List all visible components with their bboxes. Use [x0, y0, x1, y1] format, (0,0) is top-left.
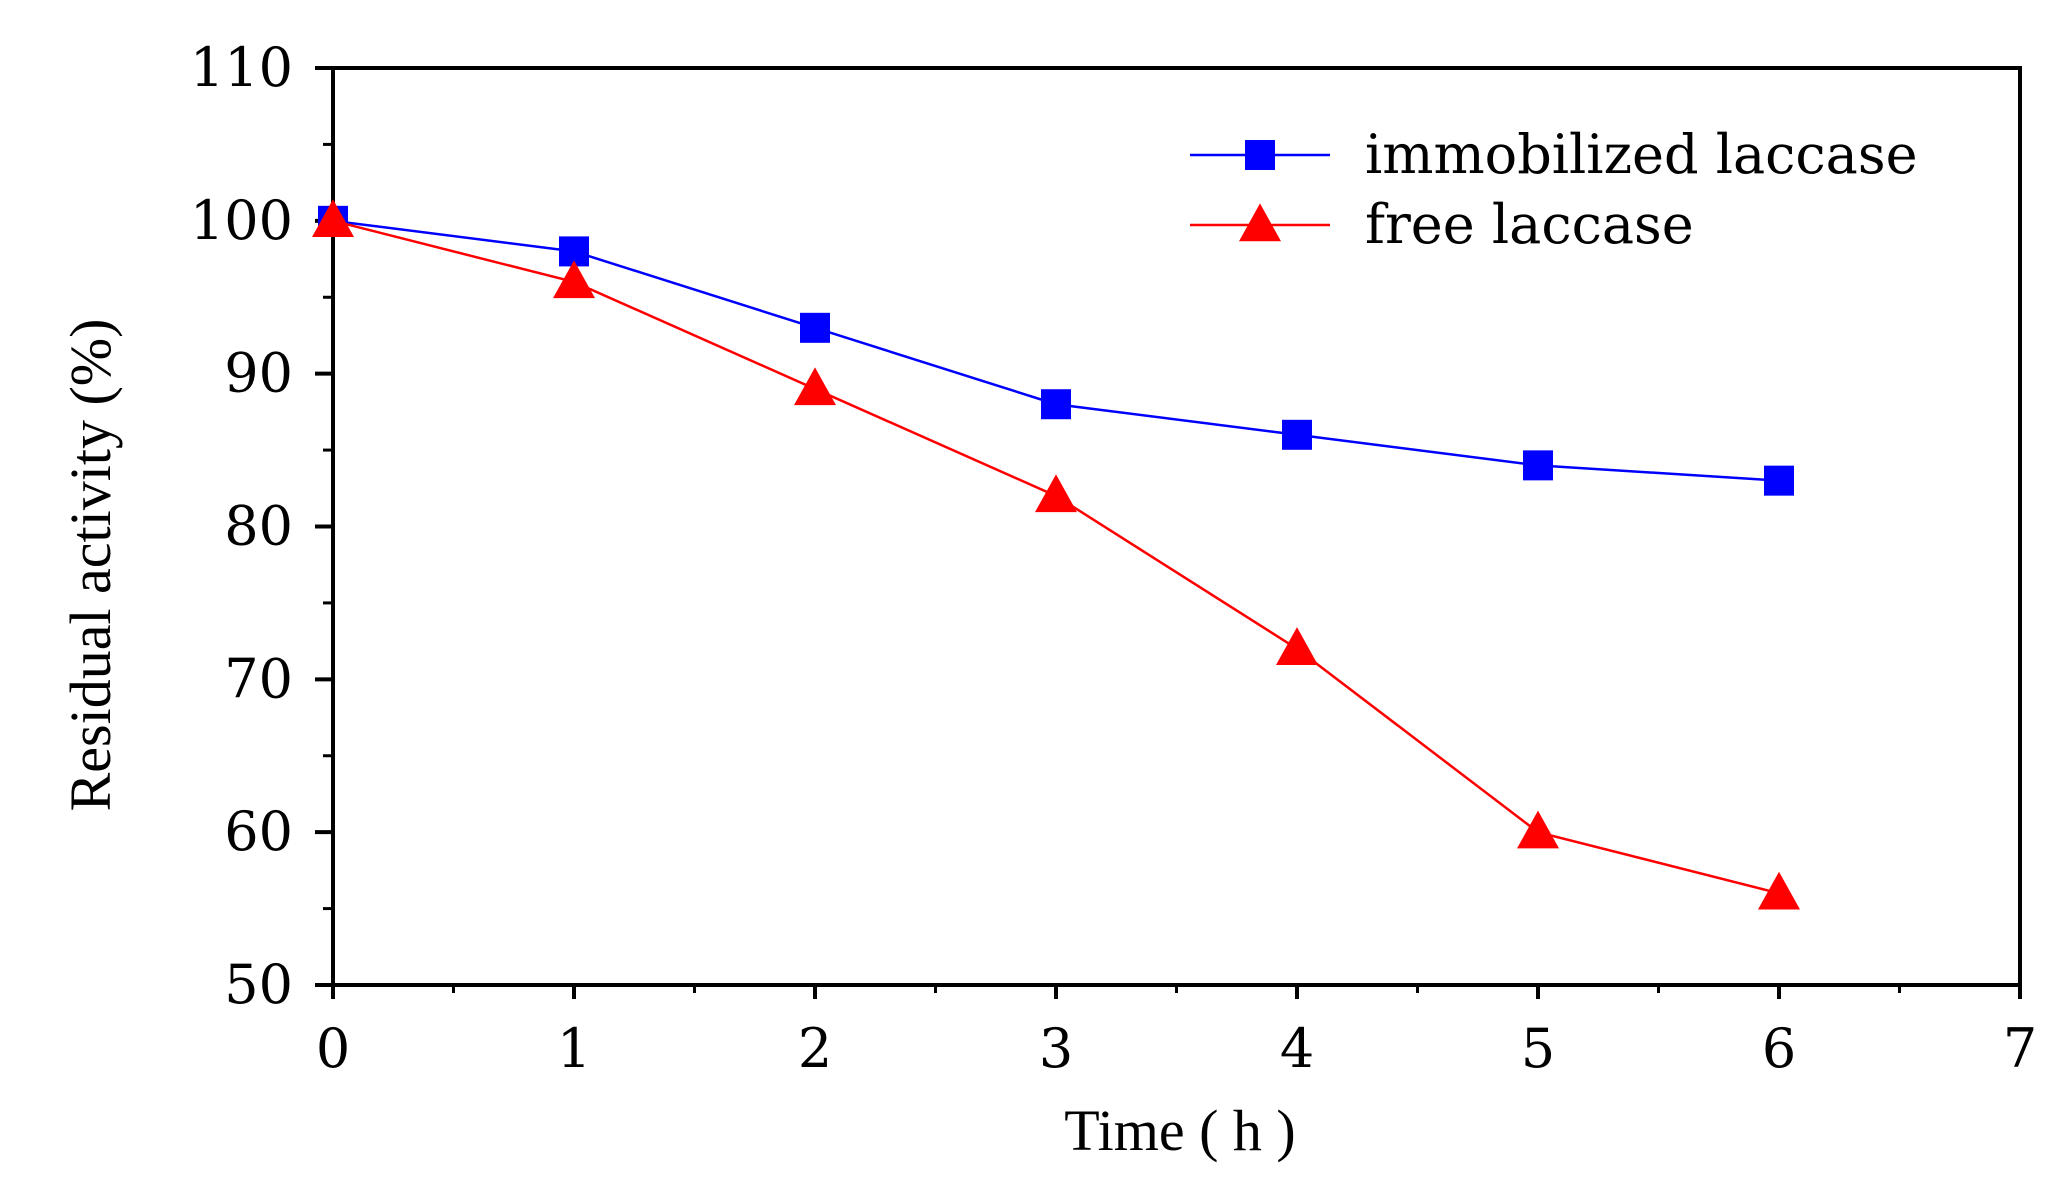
- data-point-triangle: [312, 199, 354, 238]
- x-tick-label: 4: [1280, 1017, 1314, 1080]
- data-point-triangle: [1035, 474, 1077, 513]
- legend-entry: immobilized laccase: [1190, 123, 1918, 186]
- legend-marker-triangle: [1239, 203, 1281, 242]
- series-group: [312, 199, 1800, 910]
- x-axis-title: Time ( h ): [1064, 1098, 1296, 1163]
- y-tick-label: 50: [224, 953, 293, 1016]
- legend-label: immobilized laccase: [1365, 123, 1918, 186]
- legend-marker-square: [1245, 140, 1275, 170]
- y-axis-title: Residual activity (%): [58, 319, 123, 812]
- data-point-square: [1523, 450, 1553, 481]
- data-point-square: [1282, 419, 1312, 450]
- y-tick-label: 100: [190, 189, 293, 252]
- y-tick-label: 70: [224, 647, 293, 710]
- data-point-triangle: [1517, 810, 1559, 849]
- data-point-square: [1041, 389, 1071, 420]
- x-tick-label: 1: [557, 1017, 591, 1080]
- y-tick-label: 110: [190, 36, 293, 99]
- data-point-square: [800, 312, 830, 343]
- legend-label: free laccase: [1365, 193, 1694, 256]
- y-tick-label: 90: [224, 342, 293, 405]
- data-point-triangle: [553, 260, 595, 299]
- legend: immobilized laccase free laccase: [1190, 123, 1918, 256]
- x-tick-label: 2: [798, 1017, 832, 1080]
- series-line: [332, 219, 1780, 482]
- data-point-triangle: [794, 367, 836, 406]
- data-point-triangle: [1758, 871, 1800, 910]
- x-tick-label: 5: [1521, 1017, 1555, 1080]
- data-point-square: [1764, 465, 1794, 496]
- x-tick-label: 3: [1039, 1017, 1073, 1080]
- x-tick-label: 7: [2003, 1017, 2037, 1080]
- x-tick-label: 0: [316, 1017, 350, 1080]
- y-tick-label: 60: [224, 800, 293, 863]
- legend-entry: free laccase: [1190, 193, 1694, 256]
- data-point-triangle: [1276, 627, 1318, 665]
- plot-frame: [331, 66, 2022, 987]
- axes: 0 1 2 3 4 5 6 7 50 60 70 80 90 100 110: [190, 36, 2037, 1080]
- series-line: [332, 219, 1780, 895]
- series-free-laccase: [312, 199, 1800, 910]
- x-tick-label: 6: [1762, 1017, 1796, 1080]
- y-tick-label: 80: [224, 495, 293, 558]
